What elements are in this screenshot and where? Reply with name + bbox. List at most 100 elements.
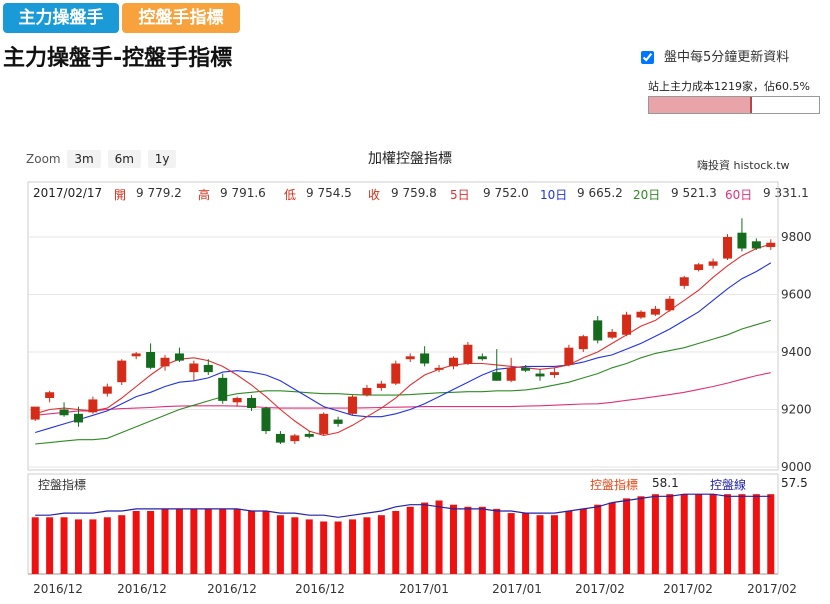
header-open-label: 開 xyxy=(114,188,127,202)
header-ma5-value: 9 752.0 xyxy=(483,186,529,200)
candle-body xyxy=(174,353,184,361)
indicator-bar xyxy=(190,508,198,574)
cost-progress-bar xyxy=(648,96,820,114)
indicator-bar xyxy=(349,519,357,574)
candle-body xyxy=(117,360,127,383)
candle-body xyxy=(247,398,257,409)
candle-body xyxy=(723,237,733,259)
indicator-bar xyxy=(103,517,111,574)
indicator-bar xyxy=(738,494,746,574)
indicator-bar xyxy=(680,494,688,574)
indicator-bar xyxy=(464,506,472,574)
chart-title: 加權控盤指標 xyxy=(368,151,452,167)
indicator-bar xyxy=(421,502,429,574)
indicator-bar xyxy=(449,504,457,574)
indicator-bar xyxy=(435,500,443,574)
indicator-bar xyxy=(767,494,775,574)
candle-body xyxy=(492,372,502,381)
indicator-panel-title: 控盤指標 xyxy=(38,478,87,492)
cost-progress-fill xyxy=(649,97,752,113)
candle-body xyxy=(189,363,199,373)
zoom-6m-button[interactable]: 6m xyxy=(107,150,141,168)
zoom-3m-button[interactable]: 3m xyxy=(67,150,101,168)
indicator-bar xyxy=(219,508,227,574)
candle-body xyxy=(73,413,83,423)
indicator-bar xyxy=(118,515,126,574)
candle-body xyxy=(766,242,776,248)
candle-body xyxy=(304,433,314,437)
x-tick-label: 2017/02 xyxy=(747,582,797,596)
auto-update-checkbox[interactable] xyxy=(641,51,654,64)
candle-body xyxy=(751,241,761,249)
candle-body xyxy=(218,377,228,401)
auto-update-option[interactable]: 盤中每5分鐘更新資料 xyxy=(641,46,789,65)
indicator-bar xyxy=(305,519,313,574)
header-close-label: 收 xyxy=(368,188,381,202)
header-low-value: 9 754.5 xyxy=(306,186,352,200)
candle-body xyxy=(607,331,617,338)
indicator-bar xyxy=(637,496,645,574)
x-tick-label: 2017/02 xyxy=(575,582,625,596)
candle-body xyxy=(290,435,300,442)
indicator-bar xyxy=(320,521,328,574)
candle-body xyxy=(578,336,588,350)
indicator-bar xyxy=(579,508,587,574)
auto-update-label: 盤中每5分鐘更新資料 xyxy=(664,50,790,65)
indicator-legend-label: 控盤指標 xyxy=(590,478,639,492)
ma10-line xyxy=(35,262,772,434)
candle-body xyxy=(376,383,386,388)
candle-body xyxy=(203,364,213,373)
indicator-bar xyxy=(89,519,97,574)
indicator-bar xyxy=(406,506,414,574)
candle-body xyxy=(348,396,358,414)
tab-control-indicator[interactable]: 控盤手指標 xyxy=(122,3,240,33)
y-tick-label: 9400 xyxy=(781,345,812,359)
y-tick-label: 9000 xyxy=(781,460,812,474)
header-ma5-label: 5日 xyxy=(450,188,470,202)
tab-main-operator[interactable]: 主力操盤手 xyxy=(3,3,119,33)
indicator-bar xyxy=(262,511,270,574)
indicator-line-legend-value: 57.5 xyxy=(781,476,808,490)
indicator-bar xyxy=(709,494,717,574)
header-ma60-value: 9 331.1 xyxy=(763,186,809,200)
indicator-bar xyxy=(132,511,140,574)
chart-credit: 嗨投資 histock.tw xyxy=(697,159,790,172)
candle-body xyxy=(261,408,271,432)
candle-body xyxy=(45,392,55,398)
zoom-1y-button[interactable]: 1y xyxy=(147,150,177,168)
candle-body xyxy=(405,356,415,360)
candle-body xyxy=(564,347,574,365)
indicator-bar xyxy=(31,517,39,574)
x-tick-label: 2016/12 xyxy=(33,582,83,596)
candle-body xyxy=(333,419,343,424)
indicator-bar xyxy=(752,494,760,574)
x-tick-label: 2017/01 xyxy=(492,582,542,596)
candle-body xyxy=(59,409,69,416)
candle-body xyxy=(506,367,516,381)
header-ma60-label: 60日 xyxy=(725,188,753,202)
candle-body xyxy=(535,373,545,377)
indicator-bar xyxy=(377,515,385,574)
indicator-bar xyxy=(248,511,256,574)
indicator-bar xyxy=(276,515,284,574)
zoom-label: Zoom xyxy=(26,152,61,166)
candle-body xyxy=(708,261,718,266)
candle-body xyxy=(434,367,444,370)
indicator-bar xyxy=(695,494,703,574)
candle-body xyxy=(694,264,704,271)
indicator-bar xyxy=(161,508,169,574)
header-ma10-value: 9 665.2 xyxy=(577,186,623,200)
indicator-bar xyxy=(204,508,212,574)
candle-body xyxy=(319,413,329,434)
indicator-bar xyxy=(363,517,371,574)
header-low-label: 低 xyxy=(284,188,297,202)
indicator-legend-value: 58.1 xyxy=(652,476,679,490)
price-panel-frame xyxy=(27,181,779,471)
indicator-bar xyxy=(651,494,659,574)
indicator-bar xyxy=(175,508,183,574)
indicator-bar xyxy=(233,508,241,574)
indicator-bar xyxy=(74,519,82,574)
header-high-value: 9 791.6 xyxy=(220,186,266,200)
candle-body xyxy=(636,311,646,318)
indicator-bar xyxy=(493,508,501,574)
